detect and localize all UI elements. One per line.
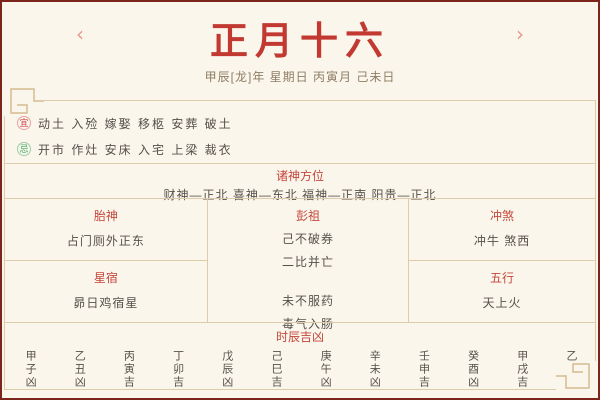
hour-item: 甲子凶 xyxy=(5,350,54,389)
almanac-table: 宜 动土 入殓 嫁娶 移柩 安葬 破土 忌 开市 作灶 安床 入宅 上梁 裁衣 … xyxy=(4,100,596,390)
chongsha-cell: 冲煞 冲牛 煞西 xyxy=(409,199,595,260)
detail-grid: 胎神 占门厕外正东 星宿 昴日鸡宿星 彭祖 己不破券 二比并亡 未不服药 毒气入… xyxy=(5,198,595,331)
left-column: 胎神 占门厕外正东 星宿 昴日鸡宿星 xyxy=(5,199,207,322)
suitable-items: 动土 入殓 嫁娶 移柩 安葬 破土 xyxy=(38,116,233,131)
pengzu-line: 己不破券 xyxy=(281,232,334,246)
hour-item: 丙寅吉 xyxy=(103,350,152,389)
hour-label: 己巳吉 xyxy=(269,350,282,389)
fret-corner-ornament-bottom-right xyxy=(556,361,596,391)
pengzu-cell: 彭祖 己不破券 二比并亡 未不服药 毒气入肠 xyxy=(206,199,410,331)
gods-direction-section: 诸神方位 财神—正北 喜神—东北 福神—正南 阳贵—正北 xyxy=(5,163,595,202)
date-info-line: 甲辰[龙]年 星期日 丙寅月 己未日 xyxy=(204,70,396,84)
wuxing-value: 天上火 xyxy=(482,296,522,310)
pengzu-gap xyxy=(208,270,408,286)
chongsha-value: 冲牛 煞西 xyxy=(473,234,531,248)
fret-corner-ornament-top-left xyxy=(4,86,44,116)
right-column: 冲煞 冲牛 煞西 五行 天上火 xyxy=(409,199,595,322)
next-day-arrow-icon[interactable]: › xyxy=(516,22,524,46)
hour-label: 癸酉凶 xyxy=(466,350,479,389)
hour-item: 庚午凶 xyxy=(300,350,349,389)
wuxing-cell: 五行 天上火 xyxy=(409,260,595,322)
hour-item: 辛未凶 xyxy=(349,350,398,389)
chongsha-title: 冲煞 xyxy=(490,209,515,223)
hour-item: 戊辰凶 xyxy=(202,350,251,389)
avoid-icon: 忌 xyxy=(17,142,31,156)
hour-fortune-title: 时辰吉凶 xyxy=(275,330,324,344)
hour-label: 乙丑凶 xyxy=(73,350,86,389)
hour-item: 乙丑凶 xyxy=(54,350,103,389)
hour-item: 甲戌吉 xyxy=(497,350,546,389)
hour-fortune-row: 甲子凶 乙丑凶 丙寅吉 丁卯吉 戊辰凶 己巳吉 庚午凶 辛未凶 壬申吉 癸酉凶 … xyxy=(5,350,595,389)
hour-label: 甲戌吉 xyxy=(515,350,528,389)
suitable-row: 宜 动土 入殓 嫁娶 移柩 安葬 破土 xyxy=(17,110,595,136)
hour-label: 甲子凶 xyxy=(24,350,37,389)
xingxiu-value: 昴日鸡宿星 xyxy=(73,296,139,310)
hour-item: 癸酉凶 xyxy=(448,350,497,389)
taishen-value: 占门厕外正东 xyxy=(66,234,145,248)
prev-day-arrow-icon[interactable]: ‹ xyxy=(76,22,84,46)
avoid-row: 忌 开市 作灶 安床 入宅 上梁 裁衣 xyxy=(17,136,595,162)
hour-label: 壬申吉 xyxy=(417,350,430,389)
xingxiu-cell: 星宿 昴日鸡宿星 xyxy=(5,260,207,322)
hour-item: 壬申吉 xyxy=(398,350,447,389)
wuxing-title: 五行 xyxy=(490,271,515,285)
pengzu-title: 彭祖 xyxy=(295,209,320,223)
taishen-title: 胎神 xyxy=(93,209,118,223)
hour-item: 己巳吉 xyxy=(251,350,300,389)
gods-direction-title: 诸神方位 xyxy=(275,169,324,183)
activities-section: 宜 动土 入殓 嫁娶 移柩 安葬 破土 忌 开市 作灶 安床 入宅 上梁 裁衣 xyxy=(5,101,595,163)
hour-label: 丙寅吉 xyxy=(122,350,135,389)
hour-fortune-section: 时辰吉凶 甲子凶 乙丑凶 丙寅吉 丁卯吉 戊辰凶 己巳吉 庚午凶 辛未凶 壬申吉… xyxy=(5,322,595,389)
page-title: 正月十六 xyxy=(209,18,390,63)
suitable-icon: 宜 xyxy=(17,116,31,130)
hour-label: 庚午凶 xyxy=(319,350,332,389)
hour-label: 辛未凶 xyxy=(368,350,381,389)
taishen-cell: 胎神 占门厕外正东 xyxy=(5,199,207,260)
pengzu-line: 未不服药 xyxy=(281,294,334,308)
hour-label: 戊辰凶 xyxy=(220,350,233,389)
pengzu-line: 毒气入肠 xyxy=(281,317,334,331)
hour-item: 丁卯吉 xyxy=(153,350,202,389)
avoid-items: 开市 作灶 安床 入宅 上梁 裁衣 xyxy=(38,142,233,157)
hour-label: 丁卯吉 xyxy=(171,350,184,389)
xingxiu-title: 星宿 xyxy=(93,271,118,285)
pengzu-line: 二比并亡 xyxy=(281,255,334,269)
